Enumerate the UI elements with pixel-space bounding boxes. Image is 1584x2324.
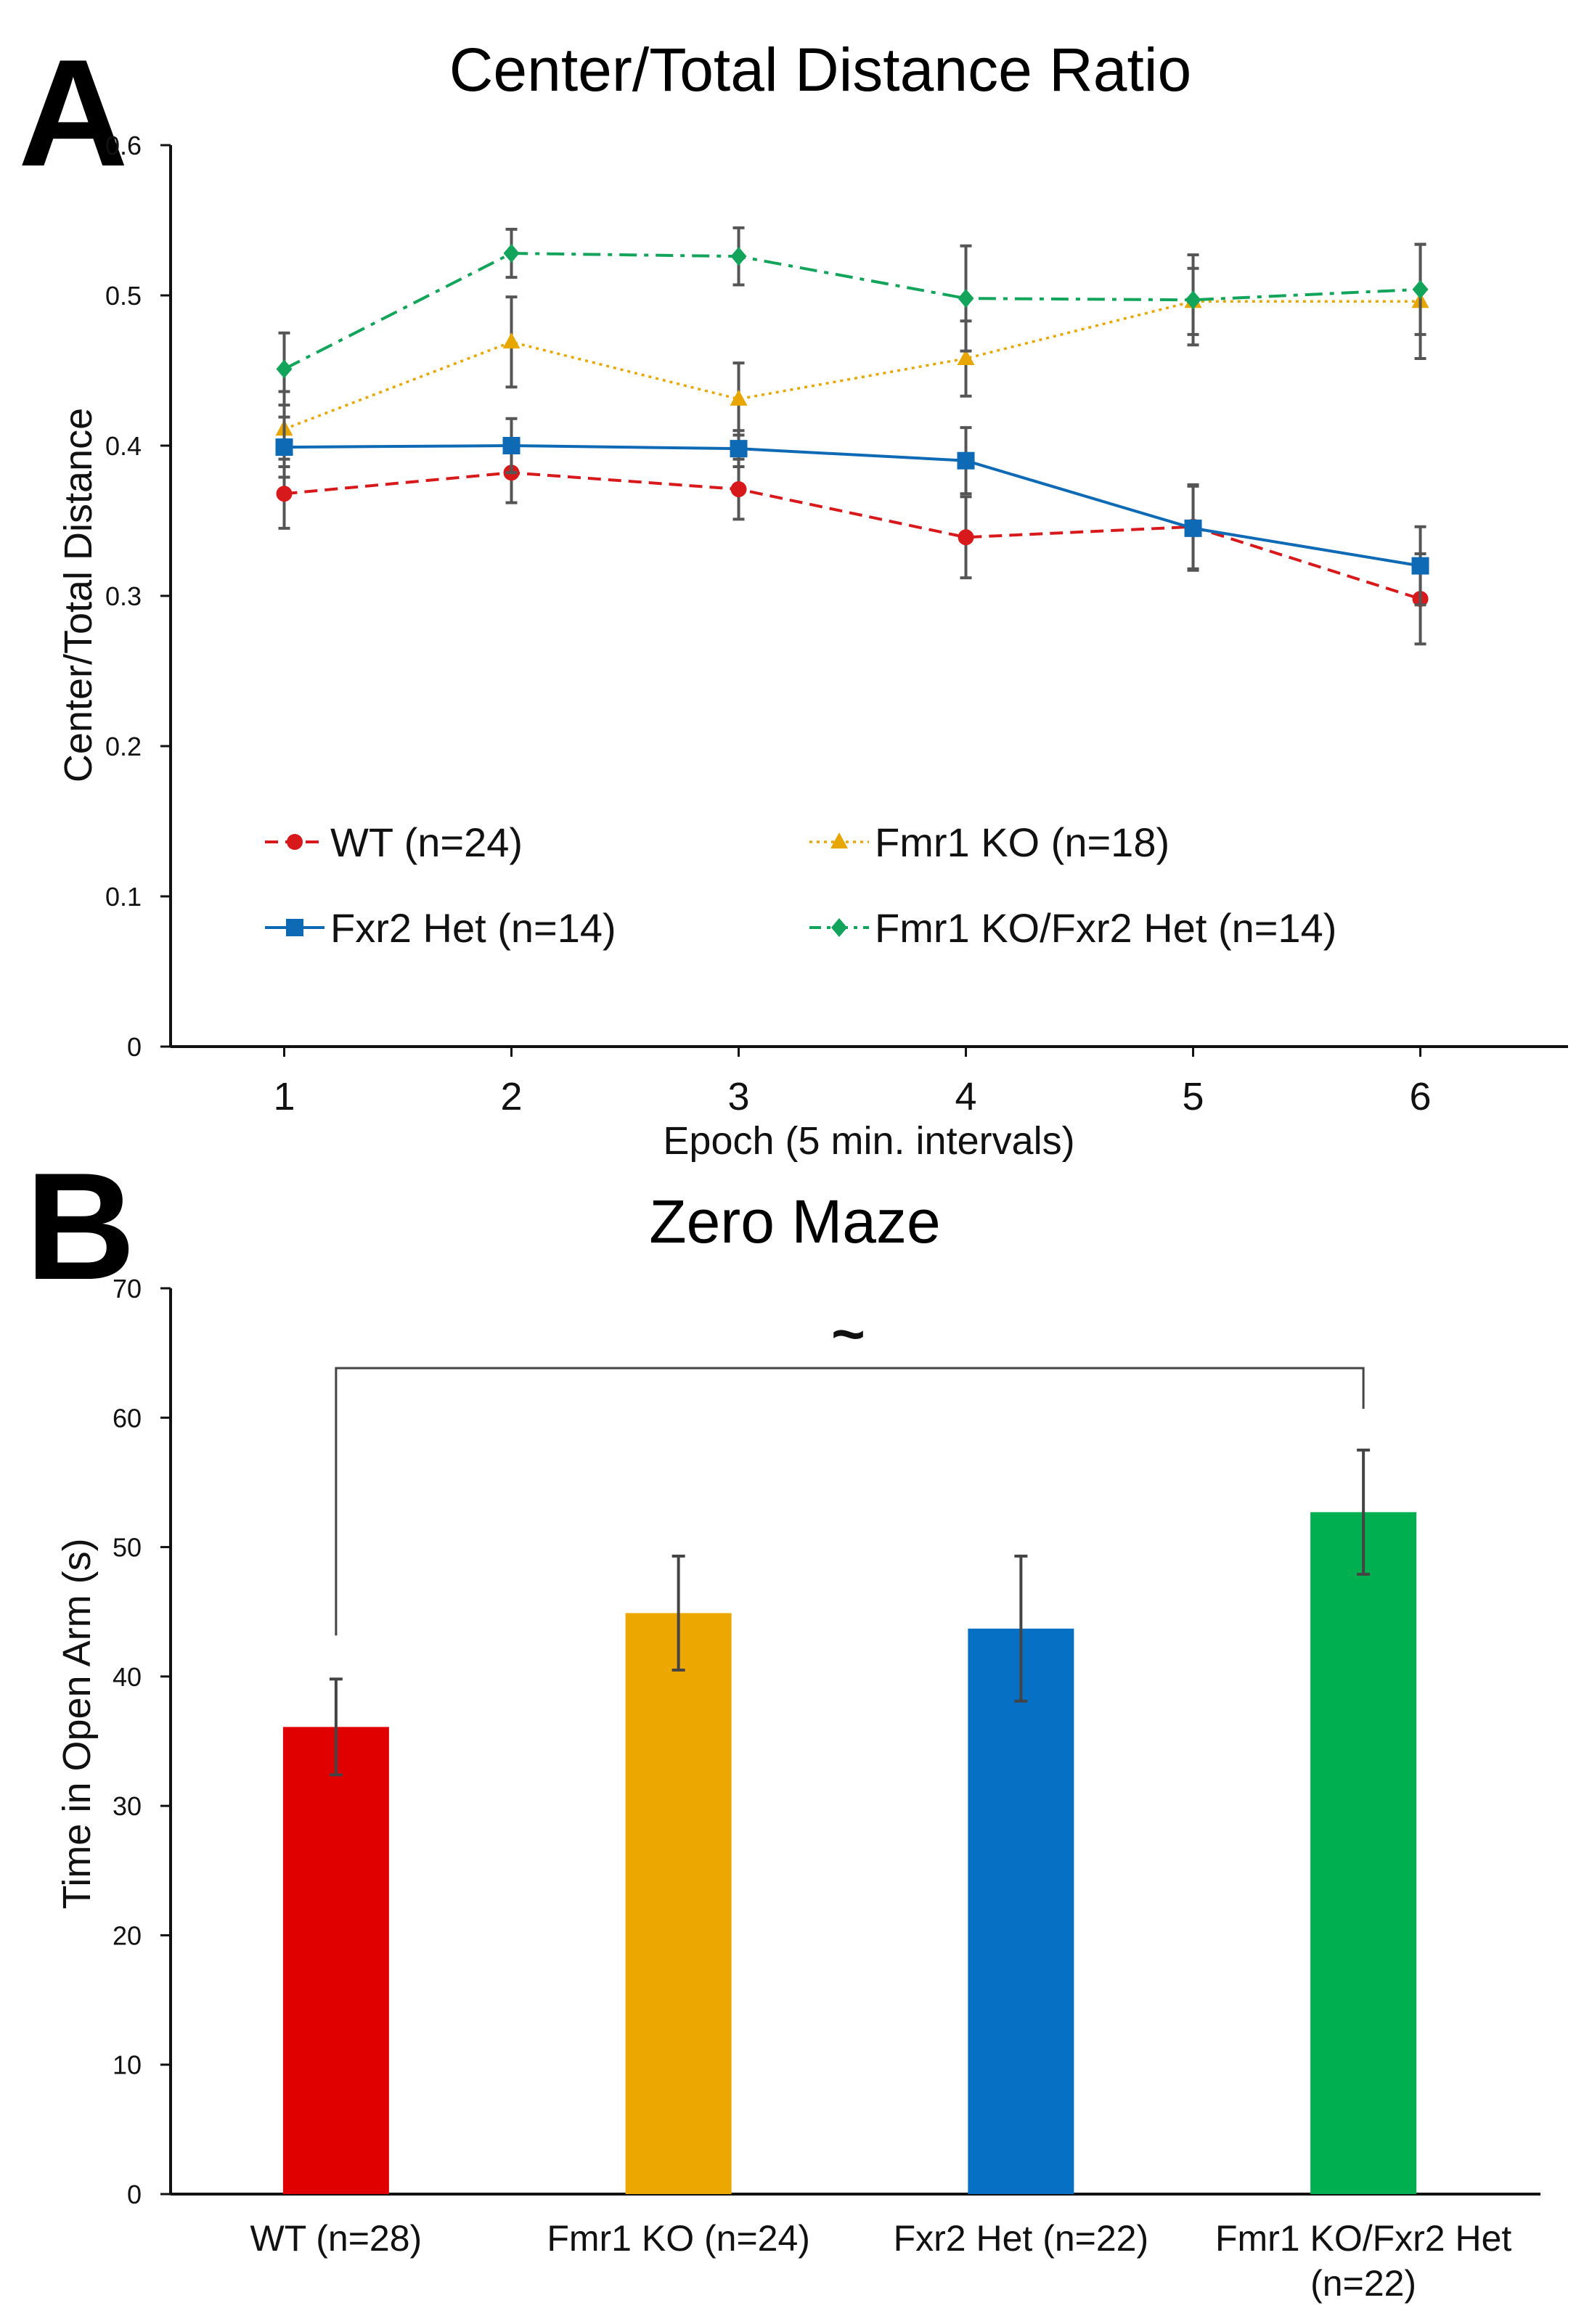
bar-group — [1310, 1448, 1417, 2194]
y-tick-label: 10 — [113, 2050, 142, 2080]
y-tick-label: 0.4 — [105, 431, 142, 461]
bar-group — [625, 1555, 732, 2194]
x-tick-label: 4 — [955, 1075, 977, 1118]
x-tick-label: 2 — [500, 1075, 522, 1118]
series-2 — [275, 415, 1429, 607]
panel-a-y-axis-label: Center/Total Distance — [57, 408, 100, 782]
y-tick-label: 40 — [113, 1662, 142, 1692]
panel-a-y-ticks: 0 0.1 0.2 0.3 0.4 0.5 0.6 — [105, 131, 171, 1062]
y-tick-label: 70 — [113, 1274, 142, 1304]
data-point — [957, 348, 975, 365]
significance-mark: ~ — [831, 1301, 865, 1366]
x-tick-label: 5 — [1183, 1075, 1204, 1118]
legend-marker — [831, 918, 847, 937]
data-point — [275, 438, 293, 457]
panel-a-x-ticks: 1 2 3 4 5 6 — [273, 1047, 1432, 1118]
legend-marker — [287, 834, 303, 850]
data-point — [730, 440, 748, 458]
series-3 — [276, 226, 1429, 407]
legend-item: Fxr2 Het (n=14) — [265, 905, 616, 951]
data-point — [730, 481, 747, 498]
data-point — [503, 244, 520, 263]
panel-a-x-axis-label: Epoch (5 min. intervals) — [663, 1119, 1074, 1163]
data-point — [730, 389, 748, 406]
y-tick-label: 0.6 — [105, 131, 142, 160]
data-point — [502, 332, 520, 349]
category-label: (n=22) — [1310, 2263, 1416, 2304]
panel-a-legend: WT (n=24) Fmr1 KO (n=18) Fxr2 Het (n=14) Fm… — [265, 819, 1336, 951]
y-tick-label: 0.2 — [105, 732, 142, 761]
bracket-line — [335, 1367, 1365, 1636]
legend-item: WT (n=24) — [265, 819, 523, 865]
category-label: WT (n=28) — [250, 2218, 422, 2259]
y-tick-label: 50 — [113, 1533, 142, 1563]
legend-label: Fxr2 Het (n=14) — [330, 905, 616, 951]
x-tick-label: 3 — [727, 1075, 749, 1118]
panel-b-significance-bracket: ~ — [335, 1301, 1365, 1636]
panel-b-bars — [282, 1448, 1417, 2194]
panel-a: A Center/Total Distance Ratio Epoch (5 m… — [18, 28, 1568, 1163]
panel-a-letter: A — [18, 28, 128, 198]
legend-marker — [286, 919, 303, 936]
data-point — [1411, 557, 1429, 575]
panel-b-letter: B — [25, 1141, 136, 1312]
data-point — [730, 247, 747, 266]
legend-label: Fmr1 KO/Fxr2 Het (n=14) — [875, 905, 1336, 951]
legend-label: Fmr1 KO (n=18) — [875, 819, 1169, 865]
data-point — [958, 529, 974, 546]
y-tick-label: 0 — [127, 2180, 142, 2209]
panel-a-title: Center/Total Distance Ratio — [449, 36, 1191, 104]
data-point — [1185, 290, 1201, 310]
series-0 — [276, 441, 1429, 646]
panel-a-series — [275, 226, 1429, 646]
bar — [625, 1613, 732, 2194]
y-tick-label: 30 — [113, 1791, 142, 1821]
data-point — [958, 289, 974, 308]
series-line — [284, 471, 1421, 601]
panel-b-category-labels: WT (n=28) Fmr1 KO (n=24) Fxr2 Het (n=22) Fm… — [250, 2218, 1512, 2304]
category-label: Fmr1 KO/Fxr2 Het — [1215, 2218, 1511, 2259]
data-point — [276, 359, 293, 379]
legend-item: Fmr1 KO (n=18) — [809, 819, 1169, 865]
y-tick-label: 60 — [113, 1403, 142, 1433]
bar-group — [968, 1555, 1074, 2194]
y-tick-label: 0 — [127, 1032, 142, 1062]
series-line — [283, 252, 1421, 371]
panel-b-y-axis-label: Time in Open Arm (s) — [55, 1538, 99, 1909]
legend-label: WT (n=24) — [330, 819, 523, 865]
panel-b-y-ticks: 0 10 20 30 40 50 60 70 — [113, 1274, 171, 2209]
y-tick-label: 0.1 — [105, 882, 142, 912]
y-tick-label: 0.3 — [105, 581, 142, 611]
legend-marker — [830, 832, 848, 848]
panel-b-title: Zero Maze — [649, 1187, 940, 1256]
data-point — [957, 451, 975, 470]
series-line — [283, 300, 1421, 430]
x-tick-label: 6 — [1410, 1075, 1432, 1118]
category-label: Fxr2 Het (n=22) — [894, 2218, 1149, 2259]
bar — [1310, 1512, 1417, 2194]
data-point — [502, 437, 520, 454]
x-tick-label: 1 — [273, 1075, 295, 1118]
series-line — [284, 443, 1421, 568]
y-tick-label: 0.5 — [105, 281, 142, 311]
panel-b: B Zero Maze Time in Open Arm (s) 0 10 20 30… — [25, 1141, 1540, 2304]
category-label: Fmr1 KO (n=24) — [547, 2218, 810, 2259]
bar — [282, 1727, 389, 2194]
data-point — [1184, 519, 1202, 537]
bar — [968, 1628, 1074, 2194]
legend-item: Fmr1 KO/Fxr2 Het (n=14) — [809, 905, 1336, 951]
data-point — [1412, 279, 1429, 299]
y-tick-label: 20 — [113, 1920, 142, 1950]
bar-group — [282, 1677, 389, 2194]
data-point — [276, 486, 293, 502]
